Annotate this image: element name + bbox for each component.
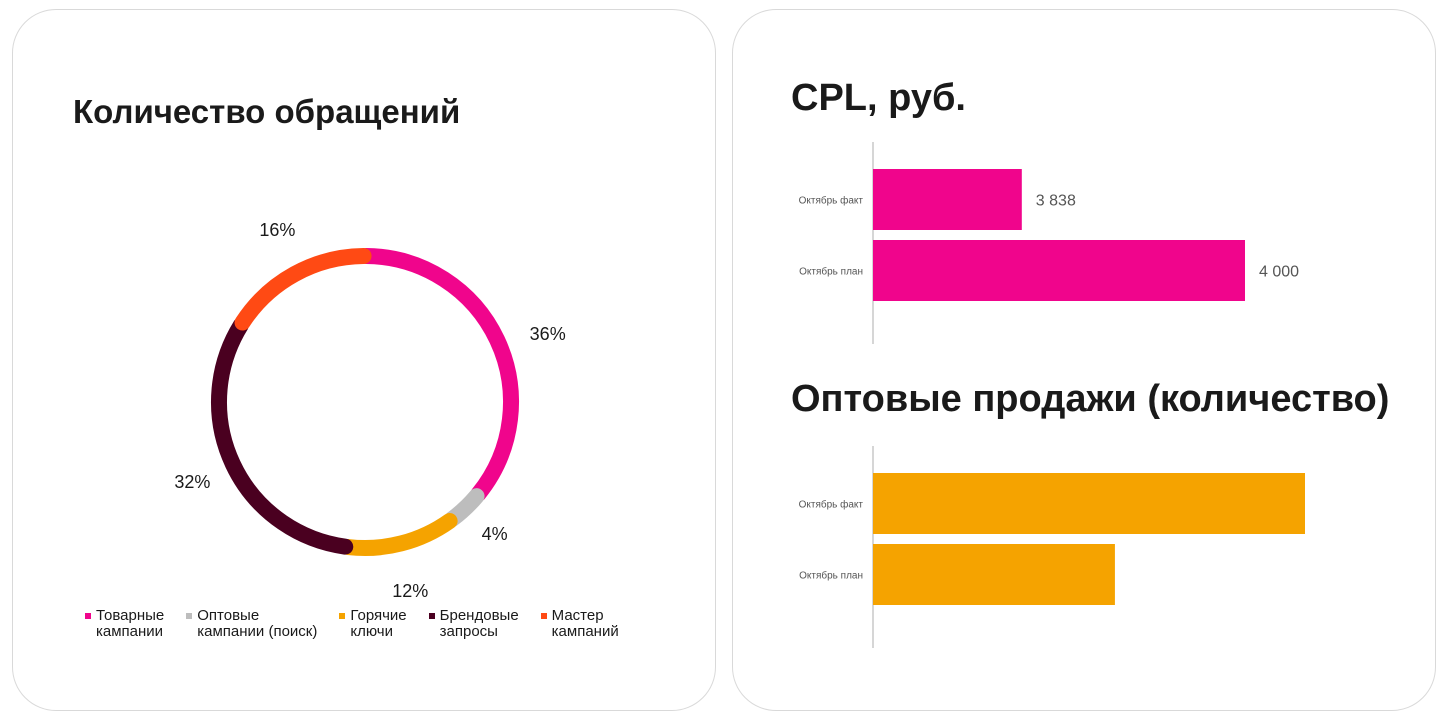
legend-marker (428, 613, 435, 619)
bar-category-label: Октябрь факт (799, 195, 864, 207)
donut-legend: Товарные кампании Оптовые кампании (поис… (85, 608, 619, 640)
legend-item: Брендовые запросы (428, 607, 519, 640)
donut-slice (358, 248, 519, 502)
donut-percent-label: 16% (259, 219, 296, 240)
donut-chart-title: Количество обращений (73, 93, 461, 130)
bar-value-label: 4 000 (1259, 264, 1299, 281)
wholesale-bar-chart: Октябрь факт Октябрь план (799, 446, 1305, 648)
donut-slice (234, 248, 372, 331)
donut-slice (211, 317, 354, 555)
legend-label: Мастер кампаний (551, 607, 619, 640)
donut-percent-label: 4% (481, 523, 508, 544)
legend-marker (540, 613, 547, 619)
legend-item: Оптовые кампании (поиск) (186, 608, 317, 640)
legend-label: Горячие ключи (350, 607, 407, 640)
bar-value-label: 3 838 (1036, 193, 1076, 210)
donut-percent-label: 36% (529, 323, 566, 344)
cpl-chart-title: CPL, руб. (791, 77, 966, 119)
legend-label: Оптовые кампании (поиск) (197, 607, 318, 640)
legend-item: Мастер кампаний (540, 607, 619, 640)
donut-percent-label: 12% (392, 581, 429, 602)
legend-marker (339, 613, 346, 619)
bar (873, 473, 1305, 534)
bar (873, 169, 1022, 230)
bar-category-label: Октябрь факт (799, 499, 864, 511)
wholesale-chart-title: Оптовые продажи (количество) (791, 378, 1390, 420)
donut-slice (340, 512, 458, 556)
bar-category-label: Октябрь план (799, 266, 863, 278)
legend-marker (186, 613, 193, 619)
cpl-bar-chart: Октябрь факт 3 838 Октябрь план 4 000 (799, 142, 1299, 344)
legend-marker (85, 613, 91, 619)
bar-category-label: Октябрь план (799, 570, 863, 582)
legend-label: Брендовые запросы (439, 607, 519, 640)
donut-chart (211, 248, 519, 556)
legend-item: Товарные кампании (85, 608, 164, 640)
bars-card: CPL, руб. Октябрь факт 3 838 Октябрь план 4… (732, 9, 1436, 711)
donut-card: Количество обращений 36% 4% 12% 32% 16% Това… (12, 9, 716, 711)
donut-percent-label: 32% (174, 472, 211, 493)
bar (873, 544, 1115, 605)
legend-item: Горячие ключи (339, 607, 407, 640)
legend-label: Товарные кампании (96, 607, 165, 640)
bar (873, 240, 1245, 301)
